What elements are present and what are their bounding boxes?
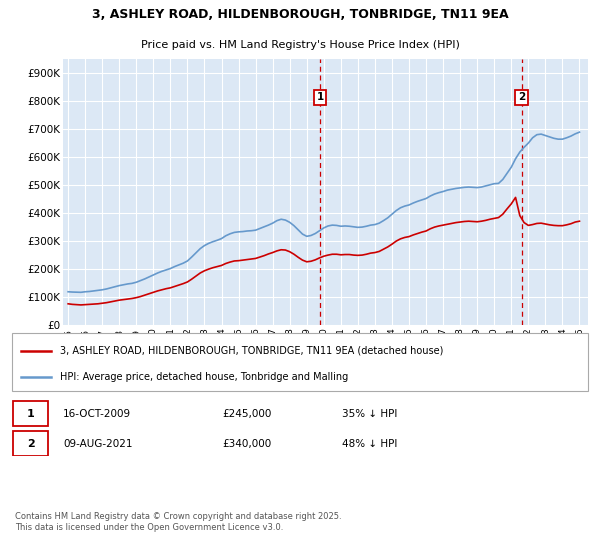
FancyBboxPatch shape [13,401,48,426]
Text: 3, ASHLEY ROAD, HILDENBOROUGH, TONBRIDGE, TN11 9EA: 3, ASHLEY ROAD, HILDENBOROUGH, TONBRIDGE… [92,8,508,21]
Text: HPI: Average price, detached house, Tonbridge and Malling: HPI: Average price, detached house, Tonb… [60,372,348,382]
Text: 16-OCT-2009: 16-OCT-2009 [63,409,131,418]
Text: 35% ↓ HPI: 35% ↓ HPI [342,409,397,418]
Text: 2: 2 [518,92,526,102]
Text: £340,000: £340,000 [222,439,271,449]
Text: 3, ASHLEY ROAD, HILDENBOROUGH, TONBRIDGE, TN11 9EA (detached house): 3, ASHLEY ROAD, HILDENBOROUGH, TONBRIDGE… [60,346,443,356]
Text: Contains HM Land Registry data © Crown copyright and database right 2025.
This d: Contains HM Land Registry data © Crown c… [15,512,341,532]
Text: 1: 1 [317,92,324,102]
FancyBboxPatch shape [13,431,48,456]
Text: £245,000: £245,000 [222,409,271,418]
Text: Price paid vs. HM Land Registry's House Price Index (HPI): Price paid vs. HM Land Registry's House … [140,40,460,50]
Text: 48% ↓ HPI: 48% ↓ HPI [342,439,397,449]
Text: 09-AUG-2021: 09-AUG-2021 [63,439,133,449]
FancyBboxPatch shape [12,333,588,391]
Text: 1: 1 [27,409,34,418]
Text: 2: 2 [27,439,34,449]
